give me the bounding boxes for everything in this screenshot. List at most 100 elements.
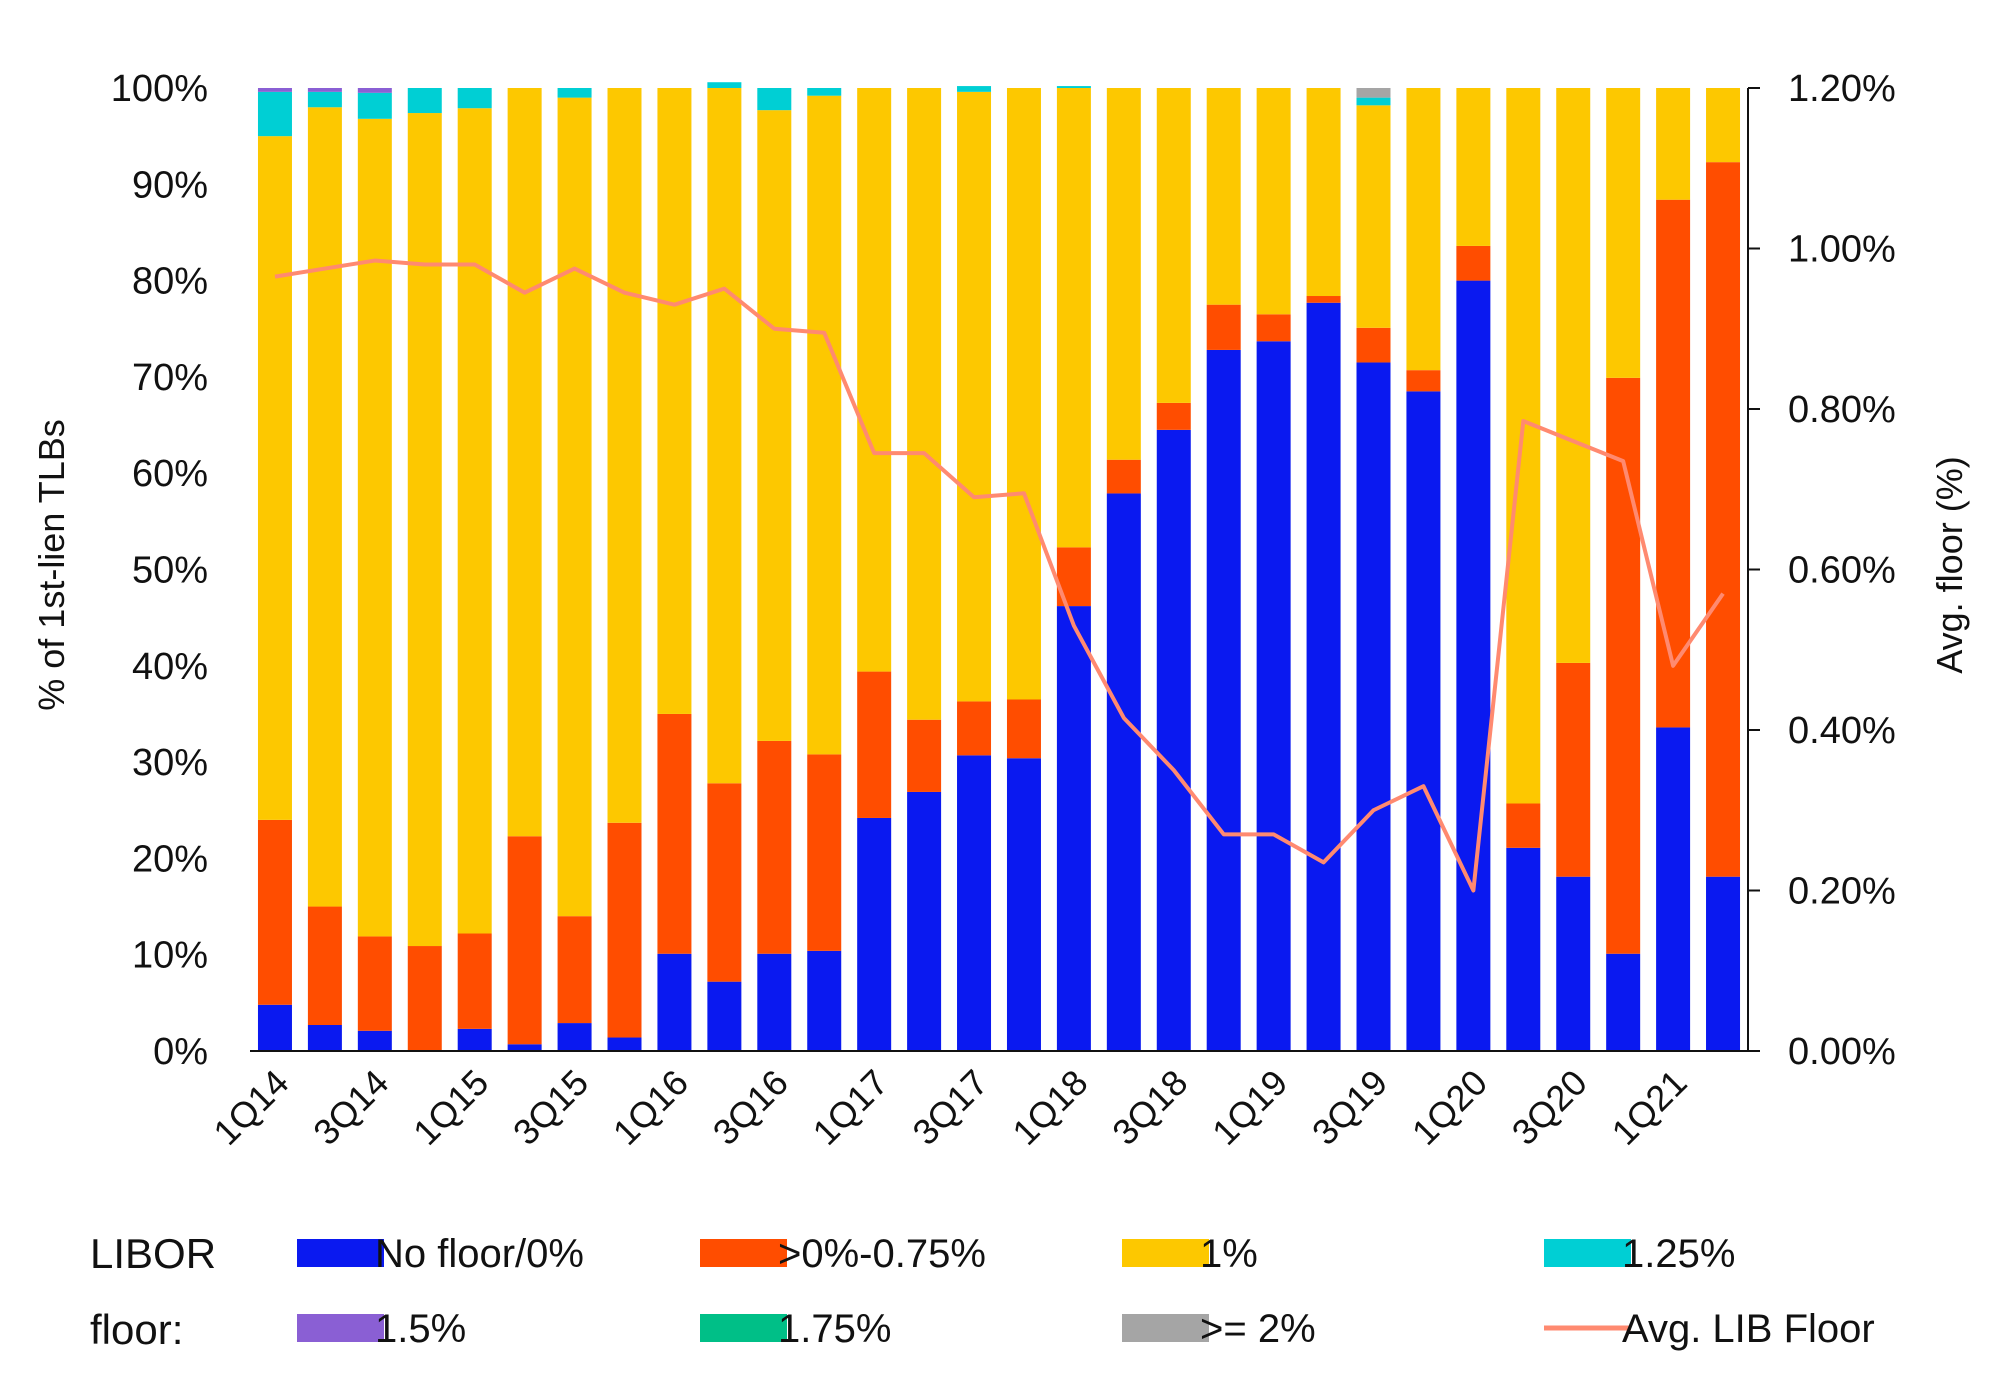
bar-segment-no-floor-0 xyxy=(907,791,942,1051)
bar-segment-no-floor-0 xyxy=(257,1004,292,1051)
bar-segment-0-0-75 xyxy=(1406,370,1441,392)
bar-segment-1 xyxy=(1206,88,1241,305)
bar-segment-0-0-75 xyxy=(1156,402,1191,430)
bar-segment-1-25 xyxy=(1356,97,1391,106)
bar-segment-no-floor-0 xyxy=(1206,349,1241,1051)
bar-segment-0-0-75 xyxy=(1356,327,1391,363)
bar-segment-1-25 xyxy=(707,82,742,88)
avg-lib-floor-line xyxy=(274,258,1725,893)
bar-segment-0-0-75 xyxy=(657,713,692,954)
bar-segment-0-0-75 xyxy=(607,822,642,1038)
left-y-tick-label: 50% xyxy=(132,550,208,592)
right-y-tick-label: 1.20% xyxy=(1788,68,1896,110)
bar-segment-0-0-75 xyxy=(707,783,742,982)
bar-segment-1 xyxy=(807,95,842,755)
bar-segment-1 xyxy=(1506,88,1541,804)
bar-segment-2 xyxy=(1356,88,1391,98)
bar-segment-1-25 xyxy=(457,88,492,109)
legend-label-1-75: 1.75% xyxy=(778,1307,891,1351)
legend-swatch-no-floor-0 xyxy=(297,1239,384,1267)
left-y-tick-label: 90% xyxy=(132,164,208,206)
bar-segment-1 xyxy=(907,88,942,720)
left-y-axis: 0% 10% 20% 30% 40% 50% 60% 70% 80% 90% 100% xyxy=(111,68,208,1073)
bar-segment-1 xyxy=(1456,88,1491,246)
bar-segment-no-floor-0 xyxy=(1656,727,1691,1051)
bar-segment-no-floor-0 xyxy=(657,953,692,1051)
legend-swatch-1 xyxy=(1122,1239,1209,1267)
bar-segment-1-25 xyxy=(957,86,992,92)
bar-segment-1 xyxy=(1356,105,1391,328)
right-y-tick-label: 1.00% xyxy=(1788,229,1896,271)
bar-segment-0-0-75 xyxy=(1556,662,1591,877)
bar-segment-1 xyxy=(657,88,692,714)
bar-segment-1 xyxy=(1706,88,1741,163)
bar-segment-1 xyxy=(507,88,542,837)
left-y-tick-label: 20% xyxy=(132,838,208,880)
left-y-tick-label: 70% xyxy=(132,357,208,399)
x-axis-tick-labels: 1Q14 3Q14 1Q15 3Q15 1Q16 3Q16 1Q17 3Q17 1Q18 3Q18… xyxy=(205,1062,1694,1153)
bar-segment-1-25 xyxy=(257,91,292,137)
bar-segment-no-floor-0 xyxy=(1456,280,1491,1052)
bar-segment-no-floor-0 xyxy=(857,817,892,1051)
bar-segment-1 xyxy=(407,113,442,947)
bar-segment-1-25 xyxy=(557,88,592,98)
legend-label-avg-lib-floor: Avg. LIB Floor xyxy=(1622,1307,1875,1351)
bar-segment-1 xyxy=(757,110,792,741)
bar-segment-1-25 xyxy=(357,92,392,119)
legend-label-1-25: 1.25% xyxy=(1622,1232,1735,1276)
x-tick-label: 1Q20 xyxy=(1404,1062,1495,1153)
bar-segment-1 xyxy=(1056,88,1091,548)
legend-label-0-0-75: >0%-0.75% xyxy=(778,1232,986,1276)
x-tick-label: 3Q19 xyxy=(1304,1062,1395,1153)
bar-segment-no-floor-0 xyxy=(607,1037,642,1051)
bar-segment-0-0-75 xyxy=(1656,199,1691,728)
bar-segment-1 xyxy=(707,88,742,784)
left-y-axis-label: % of 1st-lien TLBs xyxy=(31,419,72,710)
right-y-axis-label: Avg. floor (%) xyxy=(1929,456,1970,673)
x-tick-label: 3Q17 xyxy=(904,1062,995,1153)
bar-segment-1-5 xyxy=(357,88,392,93)
bar-segment-1 xyxy=(1106,88,1141,460)
bar-segment-1 xyxy=(957,91,992,702)
bar-segment-no-floor-0 xyxy=(1356,362,1391,1052)
bar-segment-1-5 xyxy=(307,88,342,92)
bar-segment-0-0-75 xyxy=(257,819,292,1005)
legend-swatch-1-75 xyxy=(700,1314,787,1342)
bar-segment-0-0-75 xyxy=(307,906,342,1025)
bar-segment-1 xyxy=(1006,88,1041,700)
x-tick-label: 3Q16 xyxy=(705,1062,796,1153)
bar-segment-no-floor-0 xyxy=(957,755,992,1051)
right-y-axis: 0.00% 0.20% 0.40% 0.60% 0.80% 1.00% 1.20% xyxy=(1748,68,1896,1073)
bar-segment-1 xyxy=(857,88,892,672)
bar-segment-1-5 xyxy=(257,88,292,92)
bar-segment-1-25 xyxy=(807,88,842,96)
bar-series-group xyxy=(257,82,1741,1052)
bar-segment-no-floor-0 xyxy=(1256,341,1291,1051)
bar-segment-1 xyxy=(1406,88,1441,371)
left-y-tick-label: 60% xyxy=(132,453,208,495)
left-y-tick-label: 0% xyxy=(153,1031,208,1073)
bar-segment-no-floor-0 xyxy=(1306,302,1341,1051)
bar-segment-no-floor-0 xyxy=(1056,606,1091,1051)
bar-segment-1 xyxy=(557,97,592,917)
bar-segment-no-floor-0 xyxy=(1406,391,1441,1052)
bar-segment-no-floor-0 xyxy=(507,1044,542,1051)
bar-segment-no-floor-0 xyxy=(1706,876,1741,1051)
bar-segment-0-0-75 xyxy=(557,916,592,1024)
bar-segment-0-0-75 xyxy=(1606,377,1641,954)
bar-segment-1 xyxy=(357,118,392,937)
x-tick-label: 3Q15 xyxy=(505,1062,596,1153)
bar-segment-no-floor-0 xyxy=(1156,429,1191,1051)
bar-segment-0-0-75 xyxy=(857,671,892,818)
legend-label-1-5: 1.5% xyxy=(375,1307,466,1351)
bar-segment-no-floor-0 xyxy=(1506,847,1541,1051)
x-tick-label: 1Q17 xyxy=(805,1062,896,1153)
bar-segment-0-0-75 xyxy=(1106,459,1141,494)
x-tick-label: 3Q18 xyxy=(1104,1062,1195,1153)
bar-segment-1 xyxy=(307,107,342,907)
bar-segment-no-floor-0 xyxy=(457,1028,492,1051)
bar-segment-no-floor-0 xyxy=(1106,493,1141,1051)
bar-segment-1 xyxy=(1656,88,1691,200)
left-y-tick-label: 10% xyxy=(132,935,208,977)
